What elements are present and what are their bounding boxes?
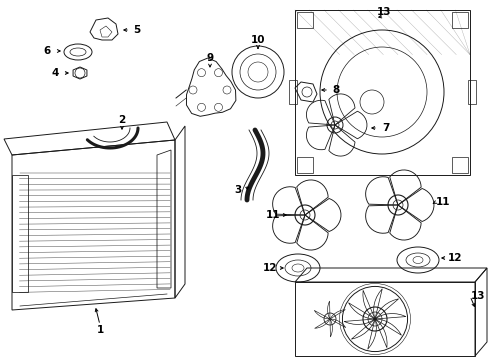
Text: 12: 12 xyxy=(448,253,462,263)
Text: 3: 3 xyxy=(234,185,242,195)
Bar xyxy=(452,12,468,28)
Bar xyxy=(289,80,297,104)
Text: 2: 2 xyxy=(119,115,125,125)
Bar xyxy=(297,157,313,173)
Text: 7: 7 xyxy=(382,123,390,133)
Bar xyxy=(452,157,468,173)
Text: 5: 5 xyxy=(133,25,141,35)
Bar xyxy=(297,12,313,28)
Text: 10: 10 xyxy=(251,35,265,45)
Text: 11: 11 xyxy=(266,210,280,220)
Bar xyxy=(468,80,476,104)
Text: 4: 4 xyxy=(51,68,59,78)
Text: 11: 11 xyxy=(436,197,450,207)
Text: 8: 8 xyxy=(332,85,340,95)
Text: 1: 1 xyxy=(97,325,103,335)
Text: 9: 9 xyxy=(206,53,214,63)
Text: 13: 13 xyxy=(471,291,485,301)
Text: 6: 6 xyxy=(44,46,50,56)
Text: 12: 12 xyxy=(263,263,277,273)
Text: 13: 13 xyxy=(377,7,391,17)
